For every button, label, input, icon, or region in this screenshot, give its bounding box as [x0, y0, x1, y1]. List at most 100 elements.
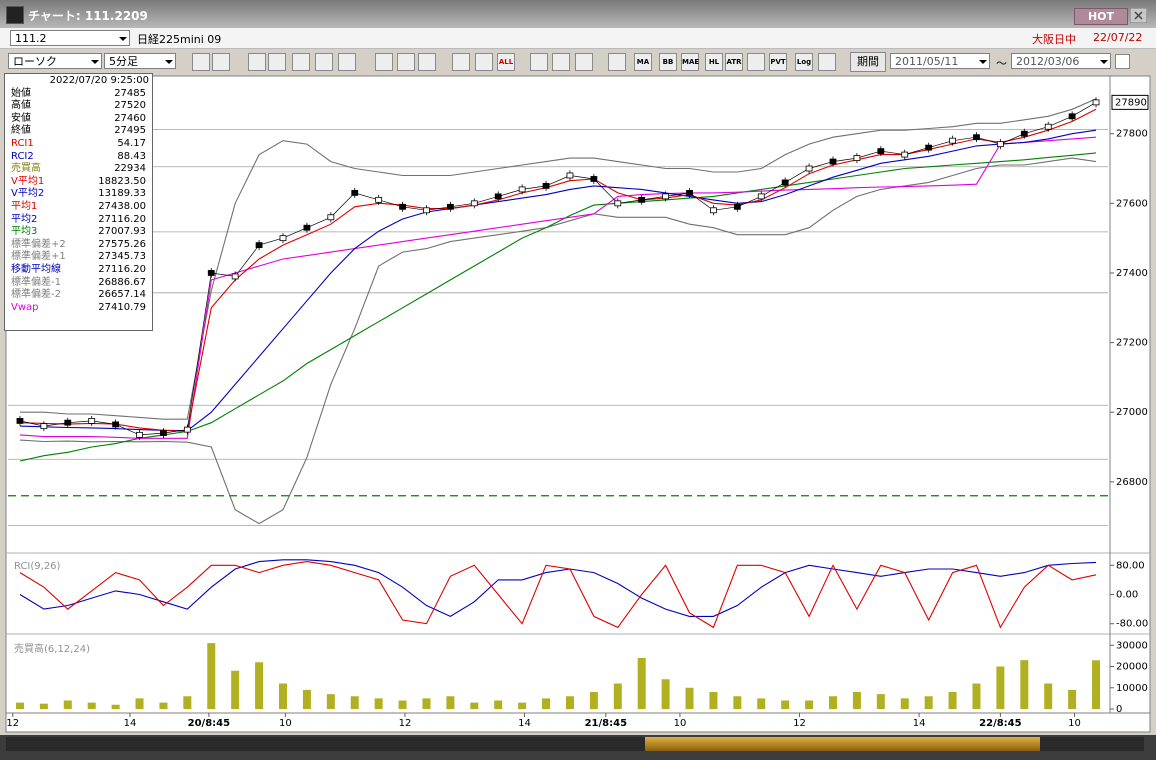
toolbar-button[interactable]	[818, 53, 836, 71]
candle	[901, 151, 909, 158]
bar	[589, 692, 598, 709]
chart-type: ローソク	[13, 55, 57, 68]
y-tick-label: 80.00	[1116, 560, 1145, 571]
bar	[183, 696, 192, 709]
market: 大阪日中	[1032, 33, 1076, 46]
bar	[565, 696, 574, 709]
candle	[1092, 99, 1100, 106]
bar	[326, 694, 335, 709]
info-value: 13189.33	[98, 188, 146, 200]
bar	[279, 683, 287, 709]
from-date[interactable]: 2011/05/11	[890, 53, 990, 69]
y-tick-label: 27800	[1116, 129, 1148, 140]
bar	[996, 666, 1005, 709]
info-value: 27345.73	[98, 251, 146, 263]
bar	[231, 670, 240, 709]
toolbar-button[interactable]	[268, 53, 286, 71]
toolbar-button[interactable]	[292, 53, 310, 71]
bar	[1068, 689, 1077, 709]
to-date[interactable]: 2012/03/06	[1011, 53, 1111, 69]
interval: 5分足	[109, 55, 138, 68]
y-tick-label: 27600	[1116, 198, 1148, 209]
hot-button[interactable]: HOT	[1074, 8, 1128, 25]
x-tick-label: 12	[6, 718, 19, 729]
candle	[518, 186, 526, 193]
candle	[399, 203, 406, 210]
bar	[374, 698, 383, 709]
toolbar-button[interactable]: MA	[634, 53, 652, 71]
candle	[996, 141, 1004, 148]
title-bar: チャート: 111.2209 HOT	[0, 0, 1156, 28]
toolbar-button[interactable]: MAE	[681, 53, 699, 71]
bar	[542, 698, 551, 709]
toolbar-button[interactable]	[212, 53, 230, 71]
x-tick-label: 22/8:45	[979, 718, 1021, 729]
interval-select[interactable]: 5分足	[104, 53, 176, 69]
x-tick-label: 20/8:45	[188, 718, 230, 729]
bar	[829, 696, 837, 709]
toolbar-button[interactable]	[608, 53, 626, 71]
toolbar-button[interactable]: BB	[659, 53, 677, 71]
period-button[interactable]: 期間	[850, 52, 886, 72]
y-tick-label: 27400	[1116, 268, 1148, 279]
bar	[900, 698, 909, 709]
series-line	[19, 152, 1097, 462]
candle	[829, 158, 837, 165]
bar	[972, 683, 981, 709]
info-label: 高値	[11, 100, 31, 112]
close-button[interactable]	[1130, 8, 1147, 23]
toolbar-button[interactable]	[397, 53, 415, 71]
bar	[781, 700, 790, 709]
window-title: チャート: 111.2209	[28, 9, 148, 23]
toolbar-row2: ローソク 5分足 期間 2011/05/11 〜 2012/03/06 ALL M…	[0, 49, 1156, 75]
candle	[853, 155, 861, 161]
toolbar-button[interactable]	[418, 53, 436, 71]
scroll-thumb[interactable]	[645, 737, 1040, 751]
candle	[1044, 123, 1052, 130]
toolbar-button[interactable]	[475, 53, 493, 71]
info-row: 平均3 27007.93	[5, 226, 152, 239]
toolbar-button[interactable]: ATR	[725, 53, 743, 71]
toolbar-button[interactable]	[375, 53, 393, 71]
scrollbar	[0, 735, 1156, 760]
toolbar-button[interactable]: HL	[705, 53, 723, 71]
chart-type-select[interactable]: ローソク	[8, 53, 102, 69]
checkbox[interactable]	[1115, 54, 1130, 69]
info-value: 27460	[114, 112, 146, 124]
candle	[733, 203, 741, 210]
toolbar-button[interactable]	[452, 53, 470, 71]
candle	[925, 144, 933, 151]
info-label: 終値	[11, 125, 31, 137]
candle	[590, 176, 598, 182]
y-tick-label: 27000	[1116, 407, 1148, 418]
info-value: 27116.20	[98, 213, 146, 225]
toolbar-button[interactable]	[552, 53, 570, 71]
toolbar-button[interactable]	[747, 53, 765, 71]
toolbar-button[interactable]	[575, 53, 593, 71]
toolbar-button[interactable]	[338, 53, 356, 71]
x-tick-label: 10	[674, 718, 687, 729]
toolbar-button[interactable]: Log	[795, 53, 813, 71]
info-row: RCI1 54.17	[5, 138, 152, 151]
toolbar-button[interactable]	[192, 53, 210, 71]
info-label: 平均2	[11, 213, 38, 225]
candle	[949, 137, 956, 144]
toolbar-button[interactable]	[248, 53, 266, 71]
info-row: 標準偏差+1 27345.73	[5, 251, 152, 264]
y-tick-label: -80.00	[1116, 619, 1148, 630]
bar	[685, 687, 694, 709]
series-line	[19, 108, 1097, 432]
toolbar-button[interactable]: PVT	[769, 53, 787, 71]
y-tick-label: 27200	[1116, 338, 1148, 349]
code-input[interactable]: 111.2	[10, 30, 130, 46]
toolbar-button[interactable]: ALL	[497, 53, 515, 71]
info-label: 移動平均線	[11, 263, 61, 275]
info-label: RCI2	[11, 150, 34, 162]
info-value: 27520	[114, 100, 146, 112]
toolbar-button[interactable]	[315, 53, 333, 71]
candle	[112, 421, 120, 428]
y-tick-label: 10000	[1116, 683, 1148, 694]
info-value: 27438.00	[98, 200, 146, 212]
toolbar-button[interactable]	[530, 53, 548, 71]
candle	[136, 431, 143, 438]
